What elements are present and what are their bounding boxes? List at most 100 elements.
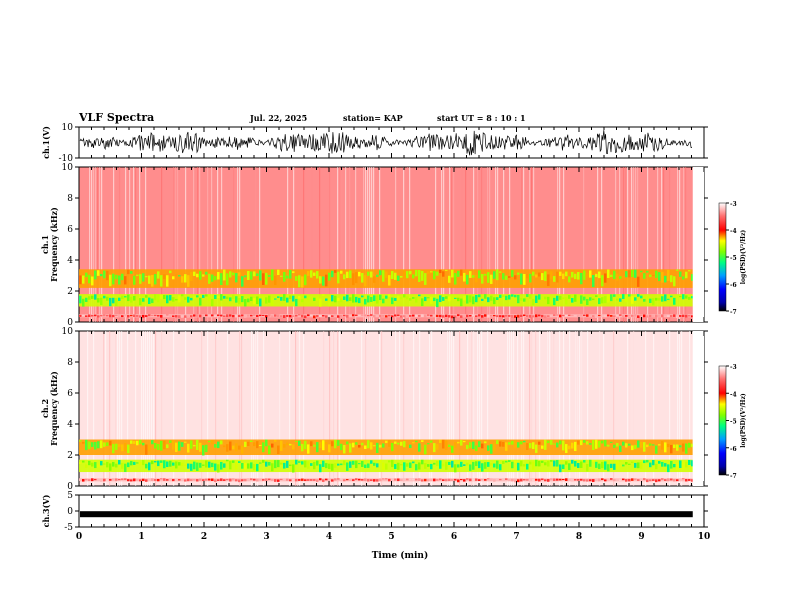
- ch2-spec-band-cell: [139, 461, 142, 466]
- ch2-spec-band-cell: [493, 463, 496, 468]
- ch1-spec-band-cell: [586, 272, 589, 278]
- ch2-spec-band-cell: [79, 479, 82, 481]
- ch1-spec-band-cell: [472, 314, 475, 317]
- ch2-spec-band-cell: [118, 444, 121, 448]
- ch2-spec-band-cell: [646, 479, 649, 483]
- ch1-spec-band-cell: [367, 315, 370, 317]
- ch2-spec-band-cell: [100, 461, 103, 466]
- ch2-spec-band-cell: [574, 461, 577, 467]
- ch1-spec-band-cell: [580, 272, 583, 285]
- ch1-spec-band-cell: [634, 314, 637, 317]
- ch1-spec-band-cell: [610, 294, 613, 302]
- ch2-spec-band-cell: [229, 441, 232, 451]
- ch2-spec-band-cell: [430, 479, 433, 482]
- ch1-spec-band-cell: [361, 314, 364, 316]
- ch2-spec-band-cell: [295, 459, 298, 465]
- ch2-spec-band-cell: [88, 460, 91, 466]
- ch2-spec-band-cell: [238, 461, 241, 463]
- ch1-spec-band-cell: [319, 314, 322, 317]
- ch2-spec-streak: [323, 331, 325, 486]
- ch2-spec-band-cell: [202, 464, 205, 466]
- ch2-spec-band-cell: [397, 478, 400, 482]
- ch1-spec-band-cell: [682, 314, 685, 318]
- ch1-spec-band-cell: [403, 294, 406, 298]
- ch1-spec-band-cell: [109, 297, 112, 307]
- ch1-spec-band-cell: [193, 296, 196, 299]
- ch1-spec-band-cell: [493, 271, 496, 279]
- ch1-spec-band-cell: [100, 315, 103, 317]
- ch2-spec-band-cell: [85, 478, 88, 481]
- ch1-spec-band-cell: [220, 314, 223, 317]
- ch1-spec-streak: [239, 167, 241, 322]
- ch2-spec-band-cell: [274, 460, 277, 469]
- ch1-spec-band-cell: [439, 314, 442, 318]
- ch1-spec-band-cell: [220, 294, 223, 301]
- ch2-spec-band-cell: [208, 478, 211, 481]
- ch2-spec-streak: [337, 331, 339, 486]
- ch2-spec-band-cell: [391, 442, 394, 452]
- ch2-spec-band-cell: [115, 463, 118, 468]
- ch1-spec-band-cell: [277, 296, 280, 298]
- ch2-spec-streak: [295, 331, 297, 486]
- ch2-spec-band-cell: [442, 463, 445, 467]
- ch2-spec-band-cell: [259, 444, 262, 446]
- ch1-spec-band-cell: [379, 314, 382, 318]
- ch1-spec-streak: [119, 167, 121, 322]
- ch2-spec-band-cell: [421, 440, 424, 442]
- ch2-spec-band-cell: [148, 479, 151, 482]
- ch2-spec-streak: [599, 331, 601, 486]
- ch1-spec-band-cell: [253, 298, 256, 305]
- ch2-spec-band-cell: [358, 444, 361, 448]
- ch2-spec-band-cell: [511, 461, 514, 469]
- ch2-spec-streak: [481, 331, 483, 486]
- ch2-spec-band-cell: [460, 461, 463, 467]
- ch1-spec-band-cell: [253, 314, 256, 316]
- ch1-spec-band-cell: [436, 314, 439, 317]
- ch2-spec-band-cell: [334, 463, 337, 468]
- ch1-spec-streak: [255, 167, 257, 322]
- ch2-spec-band-cell: [514, 479, 517, 483]
- ch1-spec-band-cell: [538, 294, 541, 300]
- ch1-spec-band-cell: [265, 297, 268, 304]
- ch1-spec-band-cell: [337, 315, 340, 318]
- ch1-spec-band-cell: [202, 274, 205, 277]
- ch2-spec-band-cell: [520, 460, 523, 467]
- ch1-spec-band-cell: [304, 315, 307, 319]
- ch1-spec-band-cell: [328, 298, 331, 307]
- ch2-spec-ytick-label: 8: [67, 358, 73, 368]
- ch1-spec-band-cell: [415, 296, 418, 303]
- ch1-spec-streak: [185, 167, 187, 322]
- ch1-spec-streak: [625, 167, 627, 322]
- ch1-ytick-label: -10: [59, 154, 74, 164]
- ch2-spec-band-cell: [202, 479, 205, 481]
- ch1-spec-band-cell: [265, 272, 268, 285]
- ch2-spec-band-cell: [553, 478, 556, 481]
- ch2-spec-band-cell: [223, 463, 226, 468]
- ch2-spec-band-cell: [172, 479, 175, 482]
- ch1-spec-band-cell: [544, 296, 547, 300]
- ch2-spec-band-cell: [157, 460, 160, 467]
- ch1-spec-band-cell: [484, 314, 487, 317]
- ch2-spec-band-cell: [571, 478, 574, 482]
- ch2-spec-band-cell: [358, 478, 361, 481]
- ch1-spec-band-cell: [370, 297, 373, 302]
- ch2-spec-band-cell: [295, 440, 298, 442]
- ch2-spec-band-cell: [523, 479, 526, 481]
- ch1-spec-band-cell: [184, 315, 187, 318]
- ch1-spec-band-cell: [115, 274, 118, 280]
- ch1-spec-band-cell: [223, 315, 226, 317]
- ch1-spec-band-cell: [601, 275, 604, 287]
- ch1-spec-band-cell: [637, 276, 640, 287]
- ch2-spec-band-cell: [151, 440, 154, 445]
- ch2-spec-band-cell: [238, 445, 241, 450]
- ch1-spec-streak: [367, 167, 369, 322]
- ch1-spec-band-cell: [460, 315, 463, 318]
- ch1-spec-streak: [303, 167, 305, 322]
- ch2-spec-band-cell: [247, 463, 250, 469]
- ch2-spec-colorbar-tick-label: -6: [730, 446, 737, 453]
- ch2-spec-band-cell: [574, 479, 577, 481]
- ch1-spec-band-cell: [259, 314, 262, 317]
- ch1-spec-band-cell: [580, 295, 583, 304]
- ch1-spec-band-cell: [475, 274, 478, 283]
- ch2-spec-band-cell: [142, 442, 145, 446]
